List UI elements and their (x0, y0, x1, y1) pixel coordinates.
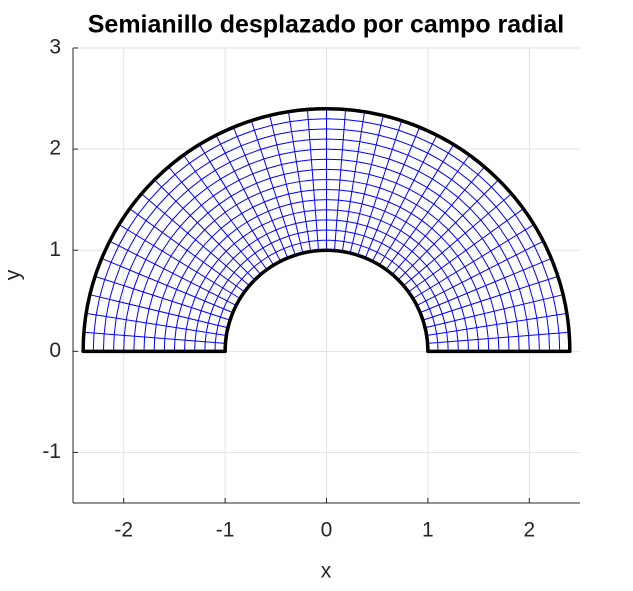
x-tick-label: -2 (114, 519, 133, 542)
mesh-spoke (426, 312, 567, 337)
y-tick-label: 0 (49, 339, 61, 362)
mesh-spoke (141, 193, 250, 287)
mesh-spoke (94, 275, 231, 321)
mesh-spoke (427, 331, 570, 344)
mesh-spoke (89, 294, 229, 329)
mesh-spoke (83, 331, 226, 344)
mesh-spoke (109, 240, 237, 306)
mesh-spoke (101, 258, 234, 314)
mesh-spoke (357, 120, 403, 256)
mesh-spoke (349, 115, 384, 254)
y-tick-label: 1 (49, 238, 61, 261)
mesh-spoke (232, 126, 289, 259)
x-tick-label: -1 (216, 519, 235, 542)
mesh-spoke (333, 109, 347, 251)
mesh-spoke (416, 240, 544, 306)
mesh-spoke (154, 179, 256, 281)
mesh-spoke (183, 154, 268, 270)
mesh-spoke (379, 144, 455, 266)
mesh-spoke (129, 208, 245, 293)
mesh-spoke (168, 166, 262, 275)
mesh-spoke (391, 166, 485, 275)
x-axis-label: x (321, 560, 332, 583)
y-tick-label: -1 (42, 440, 61, 463)
mesh-spoke (86, 312, 227, 337)
y-axis-label: y (2, 269, 25, 280)
mesh-spoke (403, 193, 512, 287)
mesh-spoke (385, 154, 470, 270)
mesh-spoke (424, 294, 564, 329)
mesh-spoke (118, 224, 241, 299)
mesh-spoke (306, 109, 320, 251)
mesh-spoke (412, 224, 535, 299)
mesh-spoke (422, 275, 559, 321)
mesh-spoke (287, 111, 312, 252)
mesh-spoke (341, 111, 366, 252)
mesh-spoke (250, 120, 296, 256)
mesh-spoke (215, 134, 281, 262)
mesh-spoke (198, 144, 274, 266)
y-tick-label: 3 (49, 36, 61, 59)
x-tick-label: 0 (321, 519, 333, 542)
mesh-spoke (364, 126, 421, 259)
y-tick-label: 2 (49, 137, 61, 160)
mesh-spoke (397, 179, 499, 281)
mesh-spoke (269, 115, 304, 254)
mesh-spoke (372, 134, 438, 262)
boundary (81, 106, 572, 354)
mesh-spoke (408, 208, 524, 293)
mesh-spoke (419, 258, 552, 314)
x-tick-label: 2 (523, 519, 535, 542)
x-tick-label: 1 (422, 519, 434, 542)
chart-title: Semianillo desplazado por campo radial (88, 11, 565, 39)
